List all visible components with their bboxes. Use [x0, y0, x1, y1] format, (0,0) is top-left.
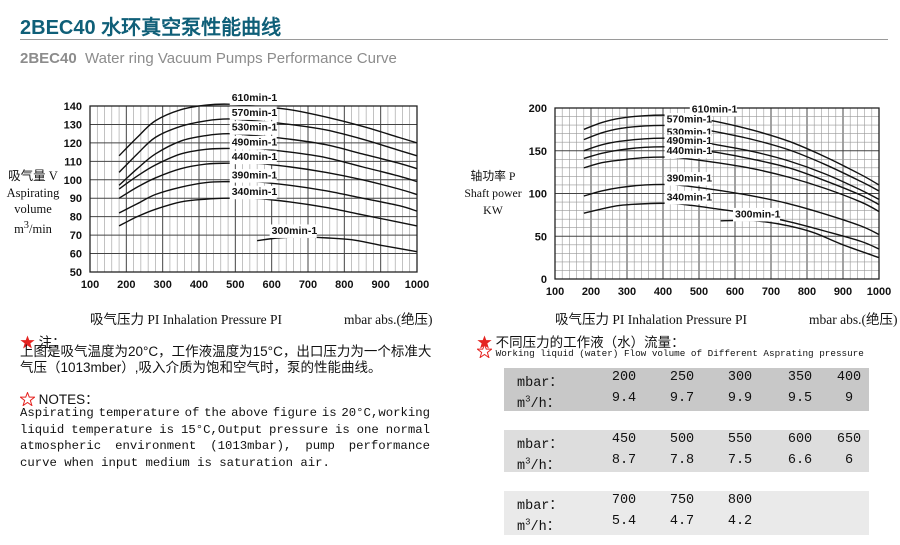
svg-text:570min-1: 570min-1 [232, 107, 278, 119]
svg-text:440min-1: 440min-1 [667, 145, 713, 157]
svg-text:200: 200 [582, 286, 600, 298]
svg-text:570min-1: 570min-1 [667, 114, 713, 126]
svg-text:390min-1: 390min-1 [232, 170, 278, 182]
svg-text:800: 800 [335, 279, 353, 291]
svg-text:600: 600 [726, 286, 744, 298]
svg-text:90: 90 [70, 193, 82, 205]
svg-text:1000: 1000 [867, 286, 891, 298]
svg-text:50: 50 [70, 267, 82, 279]
svg-text:300: 300 [153, 279, 171, 291]
svg-text:100: 100 [64, 175, 82, 187]
svg-text:500: 500 [226, 279, 244, 291]
svg-text:900: 900 [834, 286, 852, 298]
svg-text:400: 400 [190, 279, 208, 291]
svg-text:70: 70 [70, 230, 82, 242]
svg-text:300: 300 [618, 286, 636, 298]
svg-text:150: 150 [529, 146, 547, 158]
svg-text:340min-1: 340min-1 [232, 186, 278, 198]
svg-text:120: 120 [64, 138, 82, 150]
svg-text:60: 60 [70, 249, 82, 261]
svg-text:400: 400 [654, 286, 672, 298]
svg-text:80: 80 [70, 212, 82, 224]
svg-text:900: 900 [371, 279, 389, 291]
svg-text:100: 100 [546, 286, 564, 298]
svg-text:340min-1: 340min-1 [667, 191, 713, 203]
svg-text:300min-1: 300min-1 [735, 208, 781, 220]
svg-text:100: 100 [529, 189, 547, 201]
svg-text:490min-1: 490min-1 [232, 136, 278, 148]
svg-text:700: 700 [762, 286, 780, 298]
svg-text:50: 50 [535, 231, 547, 243]
svg-text:300min-1: 300min-1 [272, 225, 318, 237]
svg-text:1000: 1000 [405, 279, 429, 291]
svg-text:200: 200 [529, 103, 547, 115]
svg-text:110: 110 [64, 156, 82, 168]
svg-text:390min-1: 390min-1 [667, 173, 713, 185]
svg-text:600: 600 [262, 279, 280, 291]
svg-text:610min-1: 610min-1 [232, 92, 278, 104]
svg-text:200: 200 [117, 279, 135, 291]
svg-text:530min-1: 530min-1 [232, 122, 278, 134]
svg-text:130: 130 [64, 119, 82, 131]
svg-text:800: 800 [798, 286, 816, 298]
svg-text:100: 100 [81, 279, 99, 291]
svg-text:500: 500 [690, 286, 708, 298]
svg-text:140: 140 [64, 101, 82, 113]
svg-text:440min-1: 440min-1 [232, 151, 278, 163]
svg-text:700: 700 [299, 279, 317, 291]
svg-text:0: 0 [541, 274, 547, 286]
